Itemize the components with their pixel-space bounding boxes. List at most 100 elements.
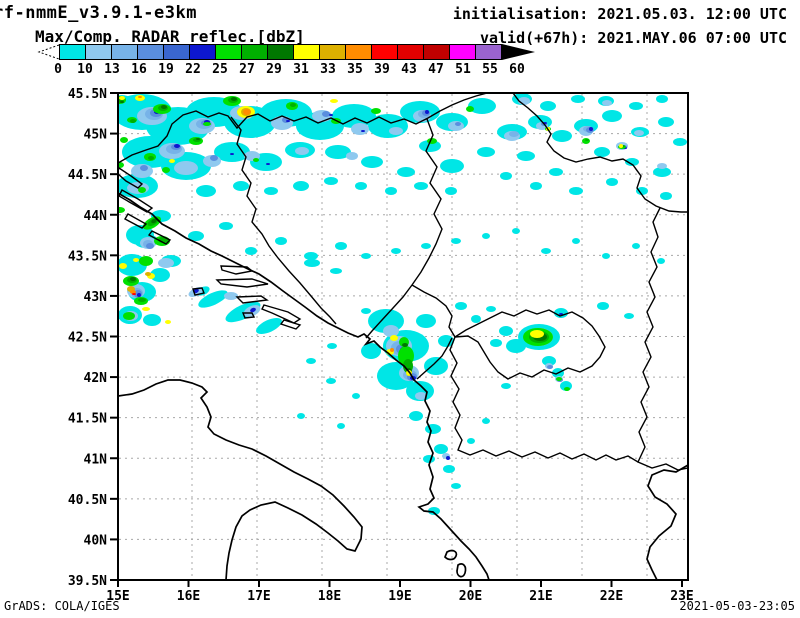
radar-cell	[148, 156, 154, 160]
radar-cell	[139, 256, 153, 266]
radar-cell	[295, 147, 309, 155]
colorbar-tick-label: 55	[482, 62, 498, 77]
radar-cell	[390, 348, 394, 352]
radar-cell	[169, 159, 175, 163]
radar-cell	[322, 111, 330, 117]
radar-cell	[482, 418, 490, 424]
radar-cell	[658, 117, 674, 127]
radar-cell	[597, 302, 609, 310]
radar-cell	[451, 483, 461, 489]
radar-cell	[656, 95, 668, 103]
radar-cell	[371, 108, 381, 114]
radar-cell	[660, 192, 672, 200]
lon-tick-label: 19E	[388, 589, 411, 604]
lat-tick-label: 43.5N	[68, 249, 107, 264]
radar-cell	[119, 207, 125, 213]
radar-cell	[138, 187, 146, 193]
radar-cell	[455, 122, 461, 126]
radar-cell	[500, 172, 512, 180]
radar-cell	[133, 258, 139, 262]
radar-cell	[552, 130, 572, 142]
colorbar-tick-label: 47	[428, 62, 444, 77]
coastline-path	[456, 563, 467, 578]
radar-cell	[477, 147, 495, 157]
lat-tick-label: 41.5N	[68, 412, 107, 427]
radar-cell	[290, 103, 296, 107]
country-border-path	[230, 116, 337, 325]
coastline-path	[646, 464, 687, 579]
radar-cell	[530, 330, 544, 338]
radar-cell	[606, 178, 618, 186]
lat-tick-label: 41N	[84, 452, 108, 467]
creation-timestamp: 2021-05-03-23:05	[679, 599, 795, 613]
radar-cell	[428, 507, 440, 515]
radar-cell	[351, 123, 369, 135]
radar-cell	[174, 144, 180, 148]
coastline-path	[119, 192, 490, 579]
radar-cell	[445, 187, 457, 195]
lat-tick-label: 40N	[84, 533, 108, 548]
radar-cell	[264, 187, 278, 195]
radar-cell	[619, 144, 623, 148]
colorbar-tick-label: 33	[320, 62, 336, 77]
colorbar-tick-label: 60	[509, 62, 525, 77]
radar-cell	[337, 423, 345, 429]
radar-cell	[120, 137, 128, 143]
radar-cell	[150, 268, 170, 282]
country-border-path	[637, 207, 687, 471]
radar-cell	[231, 97, 237, 101]
radar-cell	[594, 147, 610, 157]
radar-cell	[286, 120, 290, 122]
radar-cell	[582, 138, 590, 144]
radar-cell	[137, 293, 141, 297]
radar-cell	[530, 182, 542, 190]
radar-cell	[409, 411, 423, 421]
colorbar-tick-label: 25	[212, 62, 228, 77]
radar-cell	[501, 383, 511, 389]
radar-cell	[585, 139, 589, 141]
radar-cell	[368, 114, 408, 138]
radar-cell	[146, 243, 154, 249]
radar-cell	[130, 290, 136, 294]
radar-cell	[416, 314, 436, 328]
colorbar-tick-label: 51	[455, 62, 471, 77]
radar-cell	[312, 110, 332, 122]
radar-cell	[653, 167, 671, 177]
radar-cell	[329, 114, 333, 116]
colorbar-tick-label: 0	[54, 62, 62, 77]
colorbar-tick-label: 39	[374, 62, 390, 77]
radar-cell	[636, 187, 648, 195]
coastline-path	[119, 379, 363, 579]
radar-cell	[434, 444, 448, 454]
radar-cell	[138, 96, 142, 98]
radar-cell	[143, 314, 161, 326]
island-outline	[119, 167, 144, 189]
radar-cell	[589, 127, 593, 131]
radar-cell	[161, 105, 167, 109]
radar-cell	[383, 325, 399, 337]
radar-cell	[425, 110, 429, 114]
radar-cell	[256, 317, 282, 335]
radar-cell	[297, 413, 305, 419]
colorbar-tick-label: 31	[293, 62, 309, 77]
radar-cell	[425, 424, 441, 434]
radar-cell	[471, 315, 481, 323]
lat-tick-label: 42.5N	[68, 331, 107, 346]
radar-cell	[451, 238, 461, 244]
radar-cell	[233, 181, 249, 191]
radar-cell	[424, 357, 448, 375]
radar-cell	[499, 326, 513, 336]
grads-credit: GrADS: COLA/IGES	[4, 599, 120, 613]
colorbar-tick-label: 22	[185, 62, 201, 77]
lat-tick-label: 45.5N	[68, 87, 107, 102]
radar-cell	[162, 167, 170, 173]
radar-cell	[266, 163, 270, 165]
radar-cell	[541, 248, 551, 254]
radar-cell	[634, 130, 644, 136]
island-outline	[215, 278, 269, 288]
radar-cell	[438, 335, 454, 347]
radar-cell	[482, 233, 490, 239]
radar-cell	[361, 343, 381, 359]
colorbar-tick-label: 19	[158, 62, 174, 77]
